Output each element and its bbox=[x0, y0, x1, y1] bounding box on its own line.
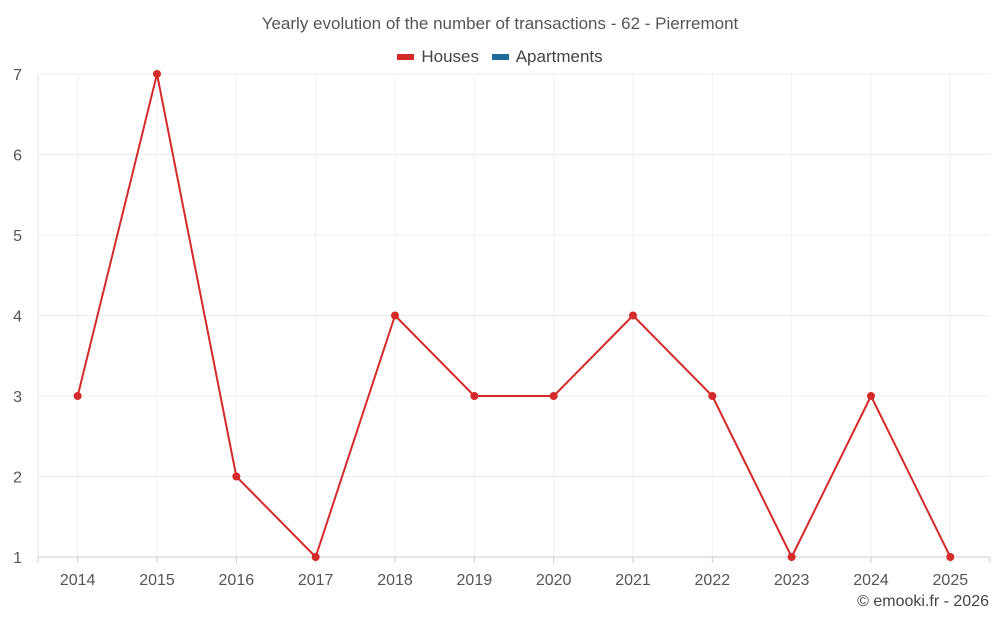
y-tick-label-5: 5 bbox=[13, 228, 22, 245]
data-point-houses-2024 bbox=[867, 392, 875, 400]
legend-item-houses[interactable]: Houses bbox=[397, 47, 479, 67]
x-tick-label-2025: 2025 bbox=[933, 572, 969, 589]
x-tick-label-2014: 2014 bbox=[60, 572, 96, 589]
series bbox=[73, 70, 955, 561]
legend-swatch-apartments bbox=[491, 54, 509, 60]
x-tick-label-2021: 2021 bbox=[615, 572, 651, 589]
data-point-houses-2014 bbox=[73, 392, 82, 400]
x-tick-label-2024: 2024 bbox=[853, 572, 889, 589]
data-point-houses-2015 bbox=[153, 70, 161, 78]
data-point-houses-2025 bbox=[946, 553, 955, 561]
data-point-houses-2023 bbox=[787, 553, 796, 561]
y-tick-label-3: 3 bbox=[13, 389, 22, 406]
x-tick-label-2020: 2020 bbox=[536, 572, 572, 589]
y-tick-label-1: 1 bbox=[13, 550, 22, 567]
axes: 1 2 3 4 5 6 7 2014 2015 2016 2017 2018 2019 2020 2021 2… bbox=[13, 67, 991, 589]
legend-label-apartments: Apartments bbox=[515, 47, 603, 66]
x-tick-label-2017: 2017 bbox=[298, 572, 334, 589]
series-line-houses bbox=[76, 73, 952, 558]
x-tick-label-2019: 2019 bbox=[457, 572, 493, 589]
x-tick-label-2016: 2016 bbox=[219, 572, 255, 589]
x-tick-label-2015: 2015 bbox=[139, 572, 175, 589]
data-point-houses-2016 bbox=[232, 472, 241, 481]
legend: Houses Apartments bbox=[0, 45, 1000, 67]
y-tick-label-4: 4 bbox=[13, 309, 22, 326]
legend-swatch-houses bbox=[397, 54, 415, 60]
y-tick-label-6: 6 bbox=[13, 148, 22, 165]
y-tick-label-2: 2 bbox=[13, 470, 22, 487]
legend-item-apartments[interactable]: Apartments bbox=[491, 47, 603, 67]
x-tick-label-2023: 2023 bbox=[774, 572, 810, 589]
x-tick-label-2022: 2022 bbox=[695, 572, 731, 589]
data-point-houses-2019 bbox=[470, 392, 479, 400]
data-point-houses-2018 bbox=[391, 311, 399, 320]
x-tick-label-2018: 2018 bbox=[377, 572, 413, 589]
credit-text: © emooki.fr - 2026 bbox=[857, 593, 989, 610]
chart-title: Yearly evolution of the number of transa… bbox=[261, 14, 739, 33]
grid bbox=[38, 73, 990, 558]
data-point-houses-2020 bbox=[549, 392, 558, 400]
y-tick-label-7: 7 bbox=[13, 67, 22, 84]
legend-label-houses: Houses bbox=[421, 47, 479, 66]
data-point-houses-2022 bbox=[708, 392, 717, 400]
data-point-houses-2021 bbox=[629, 311, 637, 320]
data-point-houses-2017 bbox=[311, 553, 320, 561]
